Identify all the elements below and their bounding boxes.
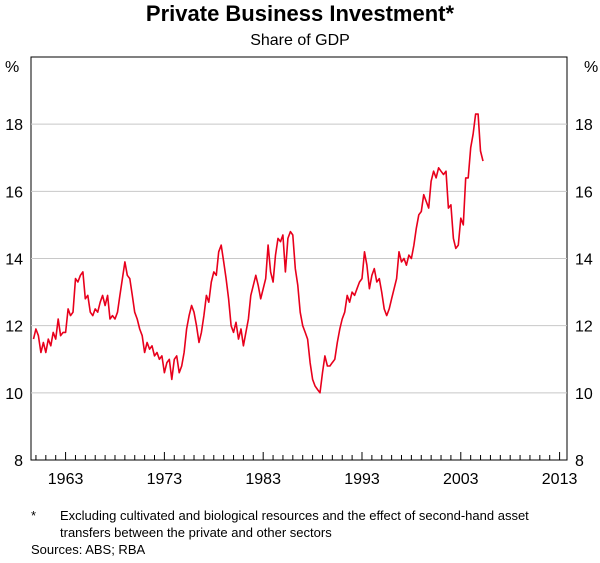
footnote: * Excluding cultivated and biological re… (31, 507, 560, 541)
x-tick-label-1983: 1983 (245, 471, 281, 488)
line-chart: 8 8 10 10 12 12 14 14 16 16 18 18 1963 1973 1983 1993 2… (5, 56, 598, 488)
y-tick-label-right-14: 14 (575, 252, 593, 269)
chart-subtitle: Share of GDP (250, 32, 350, 49)
y-tick-label-right-10: 10 (575, 386, 593, 403)
y-tick-label-left-12: 12 (5, 319, 23, 336)
y-tick-label-right-18: 18 (575, 117, 593, 134)
x-tick-label-2013: 2013 (542, 471, 578, 488)
footnote-text: Excluding cultivated and biological reso… (60, 508, 529, 540)
y-tick-label-right-8: 8 (575, 453, 584, 470)
x-tick-label-2003: 2003 (443, 471, 479, 488)
y-tick-label-right-12: 12 (575, 319, 593, 336)
x-tick-label-1973: 1973 (147, 471, 183, 488)
y-tick-label-right-16: 16 (575, 184, 593, 201)
x-axis-labels: 1963 1973 1983 1993 2003 2013 (48, 471, 578, 488)
y-tick-label-left-14: 14 (5, 252, 23, 269)
y-tick-label-left-10: 10 (5, 386, 23, 403)
y-unit-right: % (584, 59, 598, 76)
y-tick-label-left-8: 8 (14, 453, 23, 470)
x-axis-ticks (35, 452, 561, 460)
x-tick-label-1993: 1993 (344, 471, 380, 488)
x-tick-label-1963: 1963 (48, 471, 84, 488)
sources-note: Sources: ABS; RBA (31, 542, 146, 557)
series-line-1 (32, 113, 484, 394)
gridlines (31, 123, 567, 394)
y-tick-label-left-18: 18 (5, 117, 23, 134)
series-layer (32, 113, 484, 394)
footnote-marker: * (31, 508, 37, 523)
y-tick-label-left-16: 16 (5, 184, 23, 201)
chart-title: Private Business Investment* (145, 1, 455, 26)
y-unit-left: % (5, 59, 19, 76)
y-axis-labels: 8 8 10 10 12 12 14 14 16 16 18 18 (5, 117, 593, 470)
